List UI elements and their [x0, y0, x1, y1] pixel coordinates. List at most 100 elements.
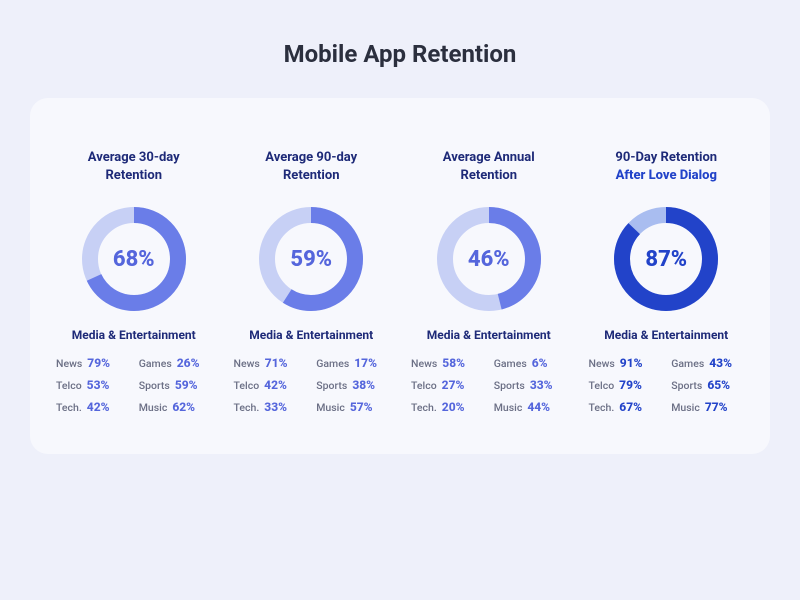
category-label: Media & Entertainment: [604, 328, 728, 342]
metric-title-line1: Average Annual: [443, 149, 535, 167]
breakdown-value: 79%: [619, 378, 642, 392]
breakdown-item: News 79%: [56, 356, 129, 370]
breakdown-value: 33%: [530, 378, 553, 392]
donut-value: 46%: [434, 204, 544, 314]
metric-title: Average 90-dayRetention: [265, 148, 357, 186]
breakdown-item: News 58%: [411, 356, 484, 370]
breakdown-value: 44%: [527, 400, 550, 414]
breakdown-item: Telco 27%: [411, 378, 484, 392]
category-label: Media & Entertainment: [427, 328, 551, 342]
breakdown-label: Games: [494, 357, 527, 370]
breakdown-value: 65%: [707, 378, 730, 392]
breakdown-value: 57%: [350, 400, 373, 414]
breakdown-item: Music 44%: [494, 400, 567, 414]
breakdown-grid: News 79% Games 26% Telco 53% Sports 59% Tech. 42%…: [50, 356, 218, 414]
metric-title-line2: Retention: [265, 167, 357, 185]
donut-chart: 87%: [611, 204, 721, 314]
breakdown-item: Tech. 20%: [411, 400, 484, 414]
donut-value: 59%: [256, 204, 366, 314]
metric-title-line1: Average 30-day: [88, 149, 180, 167]
breakdown-value: 91%: [620, 356, 643, 370]
breakdown-label: Tech.: [589, 401, 615, 414]
breakdown-label: News: [589, 357, 615, 370]
metric-title-line1: 90-Day Retention: [615, 149, 717, 167]
breakdown-label: Music: [316, 401, 345, 414]
breakdown-label: Music: [671, 401, 700, 414]
metric-title-line1: Average 90-day: [265, 149, 357, 167]
metric-column: Average 30-dayRetention 68% Media & Entert…: [50, 148, 218, 414]
breakdown-item: Tech. 67%: [589, 400, 662, 414]
breakdown-item: Music 77%: [671, 400, 744, 414]
breakdown-label: Games: [139, 357, 172, 370]
breakdown-value: 33%: [264, 400, 287, 414]
breakdown-value: 43%: [709, 356, 732, 370]
breakdown-value: 62%: [172, 400, 195, 414]
breakdown-grid: News 58% Games 6% Telco 27% Sports 33% Tech. 20% M…: [405, 356, 573, 414]
breakdown-item: Telco 79%: [589, 378, 662, 392]
breakdown-item: Telco 42%: [234, 378, 307, 392]
breakdown-item: Games 43%: [671, 356, 744, 370]
metric-title: Average 30-dayRetention: [88, 148, 180, 186]
breakdown-label: Sports: [494, 379, 525, 392]
metric-column: Average 90-dayRetention 59% Media & Entert…: [228, 148, 396, 414]
donut-value: 87%: [611, 204, 721, 314]
metric-column: Average AnnualRetention 46% Media & Entert…: [405, 148, 573, 414]
donut-chart: 59%: [256, 204, 366, 314]
breakdown-value: 6%: [532, 356, 548, 370]
breakdown-value: 26%: [177, 356, 200, 370]
breakdown-label: Tech.: [234, 401, 260, 414]
breakdown-label: News: [56, 357, 82, 370]
breakdown-value: 58%: [442, 356, 465, 370]
breakdown-item: Games 26%: [139, 356, 212, 370]
breakdown-item: Sports 38%: [316, 378, 389, 392]
breakdown-label: Games: [671, 357, 704, 370]
breakdown-label: Music: [139, 401, 168, 414]
breakdown-label: Games: [316, 357, 349, 370]
breakdown-value: 38%: [352, 378, 375, 392]
breakdown-value: 77%: [705, 400, 728, 414]
breakdown-value: 53%: [87, 378, 110, 392]
breakdown-label: Sports: [139, 379, 170, 392]
donut-chart: 68%: [79, 204, 189, 314]
breakdown-item: Music 57%: [316, 400, 389, 414]
category-label: Media & Entertainment: [72, 328, 196, 342]
donut-value: 68%: [79, 204, 189, 314]
breakdown-item: News 91%: [589, 356, 662, 370]
breakdown-label: Telco: [411, 379, 437, 392]
breakdown-item: Telco 53%: [56, 378, 129, 392]
breakdown-label: Sports: [316, 379, 347, 392]
metric-title: Average AnnualRetention: [443, 148, 535, 186]
breakdown-item: Sports 65%: [671, 378, 744, 392]
breakdown-value: 20%: [442, 400, 465, 414]
breakdown-item: Games17%: [316, 356, 389, 370]
breakdown-grid: News 71% Games17% Telco 42% Sports 38% Tech. 33%…: [228, 356, 396, 414]
breakdown-item: Games 6%: [494, 356, 567, 370]
breakdown-label: Tech.: [56, 401, 82, 414]
breakdown-grid: News 91% Games 43% Telco 79% Sports 65% Tech. 67%…: [583, 356, 751, 414]
breakdown-label: Music: [494, 401, 523, 414]
breakdown-label: News: [234, 357, 260, 370]
breakdown-item: News 71%: [234, 356, 307, 370]
breakdown-value: 42%: [264, 378, 287, 392]
donut-chart: 46%: [434, 204, 544, 314]
category-label: Media & Entertainment: [249, 328, 373, 342]
breakdown-label: Sports: [671, 379, 702, 392]
metric-title-line2: Retention: [443, 167, 535, 185]
breakdown-item: Sports 33%: [494, 378, 567, 392]
breakdown-value: 27%: [442, 378, 465, 392]
breakdown-value: 71%: [265, 356, 288, 370]
breakdown-value: 42%: [87, 400, 110, 414]
breakdown-label: Tech.: [411, 401, 437, 414]
metric-title-line2: After Love Dialog: [615, 167, 717, 185]
breakdown-label: News: [411, 357, 437, 370]
metric-title: 90-Day RetentionAfter Love Dialog: [615, 148, 717, 186]
breakdown-item: Music 62%: [139, 400, 212, 414]
page-title: Mobile App Retention: [0, 0, 800, 98]
breakdown-value: 59%: [175, 378, 198, 392]
breakdown-label: Telco: [56, 379, 82, 392]
breakdown-label: Telco: [234, 379, 260, 392]
breakdown-item: Sports 59%: [139, 378, 212, 392]
breakdown-value: 79%: [87, 356, 110, 370]
breakdown-value: 67%: [619, 400, 642, 414]
breakdown-label: Telco: [589, 379, 615, 392]
